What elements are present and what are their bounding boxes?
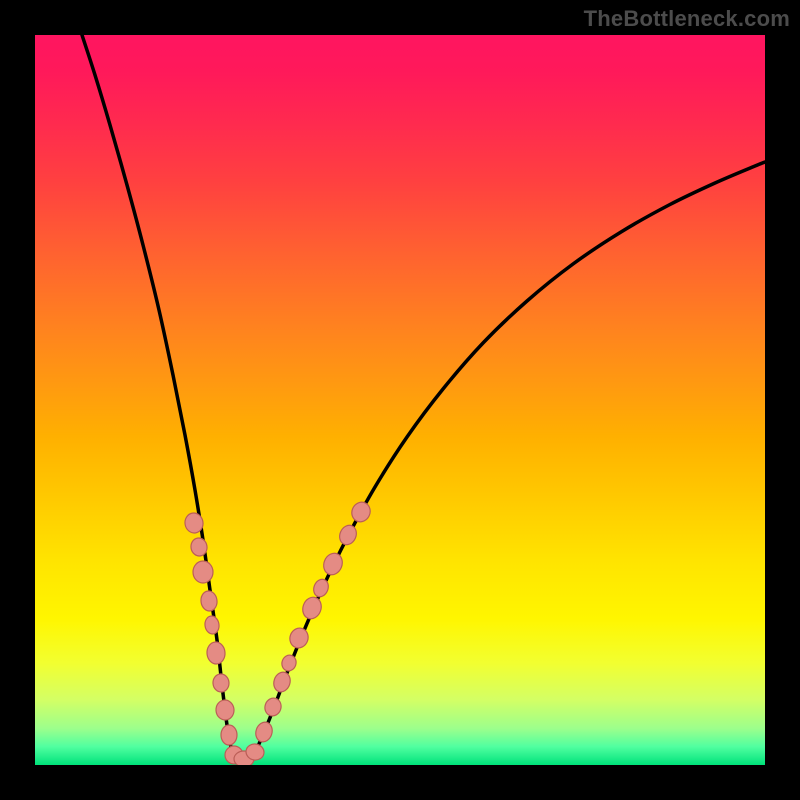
curve-marker [337,523,360,548]
curve-markers [183,499,373,765]
plot-area [35,35,765,765]
curve-marker [321,550,346,577]
bottleneck-curve [82,35,765,763]
curve-marker [221,725,237,745]
curve-marker [271,670,292,694]
curve-marker [204,615,220,635]
curve-marker [193,561,213,583]
curve-marker [287,626,311,651]
curve-marker [200,590,219,612]
curve-marker [300,595,324,622]
chart-overlay [35,35,765,765]
curve-marker [263,696,284,718]
watermark-text: TheBottleneck.com [584,6,790,32]
curve-marker [206,641,226,664]
chart-frame: TheBottleneck.com [0,0,800,800]
curve-marker [253,720,274,744]
curve-marker [212,673,230,692]
curve-marker [349,499,374,525]
curve-marker [215,699,235,720]
